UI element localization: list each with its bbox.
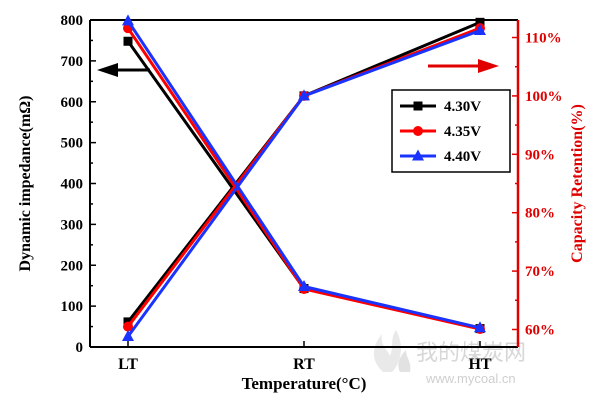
impedance-point-4.30V bbox=[123, 36, 133, 46]
legend-marker-4.35V bbox=[413, 126, 423, 136]
y-right-tick-label: 100% bbox=[525, 89, 563, 105]
retention-point-4.30V bbox=[475, 17, 485, 27]
y-left-tick-label: 0 bbox=[76, 340, 84, 356]
retention-point-4.40V bbox=[298, 89, 310, 101]
retention-point-4.40V bbox=[474, 24, 486, 36]
y-left-tick-label: 600 bbox=[61, 95, 84, 111]
y-left-tick-label: 200 bbox=[61, 258, 84, 274]
retention-point-4.35V bbox=[123, 321, 133, 332]
tick-labels-group: 0 100 200 300 400 500 600 700 800 60% 70% 80% 90% 100… bbox=[61, 13, 563, 373]
y-right-tick-label: 80% bbox=[525, 206, 555, 222]
y-left-tick-label: 500 bbox=[61, 136, 84, 152]
y-axis-right-title: Capacity Retention(%) bbox=[569, 104, 586, 263]
x-tick-label: LT bbox=[118, 356, 138, 373]
series-4.40V bbox=[122, 14, 486, 341]
impedance-point-4.40V bbox=[474, 321, 486, 333]
x-tick-label: RT bbox=[293, 356, 315, 373]
axis-indicator-arrows bbox=[97, 59, 499, 77]
left-arrow-icon bbox=[97, 63, 150, 77]
y-left-tick-label: 100 bbox=[61, 299, 84, 315]
watermark: 我的煤炭网 www.mycoal.cn bbox=[373, 330, 526, 386]
watermark-url: www.mycoal.cn bbox=[425, 371, 516, 386]
y-left-tick-label: 800 bbox=[61, 13, 84, 29]
legend-marker-4.30V bbox=[413, 101, 423, 111]
y-right-tick-label: 60% bbox=[525, 322, 555, 338]
legend-label-4.35V: 4.35V bbox=[444, 124, 481, 140]
y-left-tick-label: 700 bbox=[61, 54, 84, 70]
legend-label-4.40V: 4.40V bbox=[444, 149, 481, 165]
y-axis-left-title: Dynamic impedance(mΩ) bbox=[17, 96, 34, 272]
legend: 4.30V 4.35V 4.40V bbox=[391, 89, 511, 173]
x-axis-title: Temperature(°C) bbox=[242, 374, 367, 393]
axes-group bbox=[89, 19, 520, 348]
right-arrow-icon bbox=[428, 59, 499, 73]
y-left-tick-label: 400 bbox=[61, 177, 84, 193]
impedance-point-4.40V bbox=[122, 14, 134, 26]
series-group bbox=[122, 14, 486, 341]
y-right-tick-label: 110% bbox=[525, 31, 562, 47]
legend-label-4.30V: 4.30V bbox=[444, 99, 481, 115]
impedance-point-4.40V bbox=[298, 280, 310, 292]
y-left-tick-label: 300 bbox=[61, 217, 84, 233]
flame-logo-icon bbox=[373, 330, 411, 372]
x-tick-label: HT bbox=[468, 356, 491, 373]
axis-titles-group: Dynamic impedance(mΩ) Capacity Retention… bbox=[17, 96, 586, 393]
watermark-text: 我的煤炭网 bbox=[416, 341, 526, 366]
legend-marker-4.40V bbox=[412, 149, 424, 161]
y-right-tick-label: 90% bbox=[525, 147, 555, 163]
y-right-tick-label: 70% bbox=[525, 264, 555, 280]
retention-point-4.40V bbox=[122, 329, 134, 341]
